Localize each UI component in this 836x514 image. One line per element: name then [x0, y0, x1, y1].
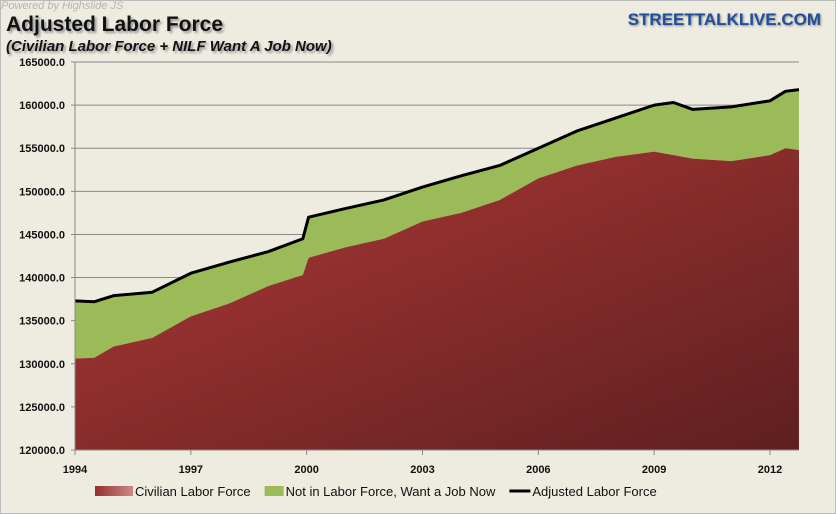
series-not-in-labor-force-area — [75, 89, 799, 359]
y-tick-label: 165000.0 — [19, 57, 65, 69]
x-tick-label: 2006 — [526, 464, 550, 476]
y-tick-label: 155000.0 — [19, 143, 65, 155]
x-tick-label: 2012 — [758, 464, 782, 476]
chart-subtitle: (Civilian Labor Force + NILF Want A Job … — [6, 38, 332, 55]
legend-swatch-civilian — [95, 486, 133, 496]
powered-by-link[interactable]: Powered by Highslide JS — [1, 0, 124, 12]
series-civilian-labor-force-area — [75, 148, 799, 450]
legend-label-nilf: Not in Labor Force, Want a Job Now — [286, 484, 496, 499]
x-tick-label: 1997 — [179, 464, 203, 476]
y-tick-label: 145000.0 — [19, 229, 65, 241]
y-tick-label: 125000.0 — [19, 402, 65, 414]
y-tick-label: 150000.0 — [19, 186, 65, 198]
y-tick-label: 140000.0 — [19, 273, 65, 285]
y-tick-label: 120000.0 — [19, 445, 65, 457]
x-tick-label: 2000 — [294, 464, 318, 476]
y-tick-label: 160000.0 — [19, 100, 65, 112]
brand-logo: STREETTALKLIVE.COM — [627, 10, 821, 29]
legend-swatch-nilf — [264, 486, 284, 496]
legend-label-adjusted: Adjusted Labor Force — [532, 484, 656, 499]
x-tick-label: 1994 — [63, 464, 88, 476]
series-adjusted-labor-force-line — [74, 88, 800, 304]
legend-label-civilian: Civilian Labor Force — [135, 484, 251, 499]
x-tick-label: 2009 — [642, 464, 666, 476]
chart-title: Adjusted Labor Force — [6, 13, 224, 36]
y-tick-label: 130000.0 — [19, 359, 65, 371]
y-tick-label: 135000.0 — [19, 316, 65, 328]
x-tick-label: 2003 — [410, 464, 434, 476]
